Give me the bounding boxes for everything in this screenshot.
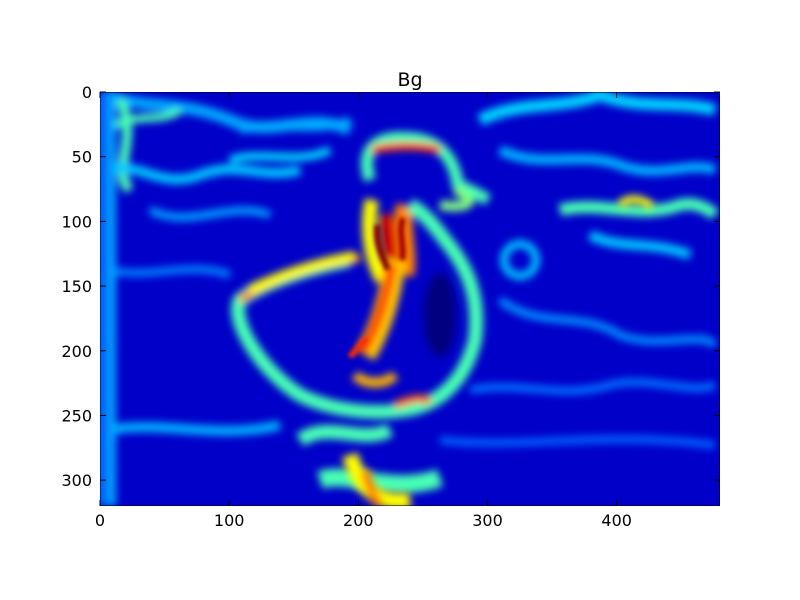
heatmap-image <box>100 92 720 506</box>
y-axis: 0 50 100 150 200 250 300 <box>61 83 720 490</box>
x-tick-label: 0 <box>95 511 105 530</box>
heatmap-texture <box>100 92 720 506</box>
y-tick-label: 50 <box>72 148 92 167</box>
x-axis: 0 100 200 300 400 <box>95 92 632 530</box>
y-tick-label: 100 <box>61 212 92 231</box>
y-tick-label: 200 <box>61 342 92 361</box>
y-tick-label: 150 <box>61 277 92 296</box>
x-tick-label: 100 <box>214 511 245 530</box>
x-tick-label: 200 <box>343 511 374 530</box>
y-tick-label: 250 <box>61 406 92 425</box>
chart-title: Bg <box>397 69 422 91</box>
x-tick-label: 300 <box>472 511 503 530</box>
x-tick-label: 400 <box>601 511 632 530</box>
heatmap-highlights <box>347 216 406 359</box>
y-tick-label: 0 <box>82 83 92 102</box>
heatmap-background <box>100 92 720 506</box>
y-tick-label: 300 <box>61 471 92 490</box>
heatmap-subject <box>231 131 655 506</box>
